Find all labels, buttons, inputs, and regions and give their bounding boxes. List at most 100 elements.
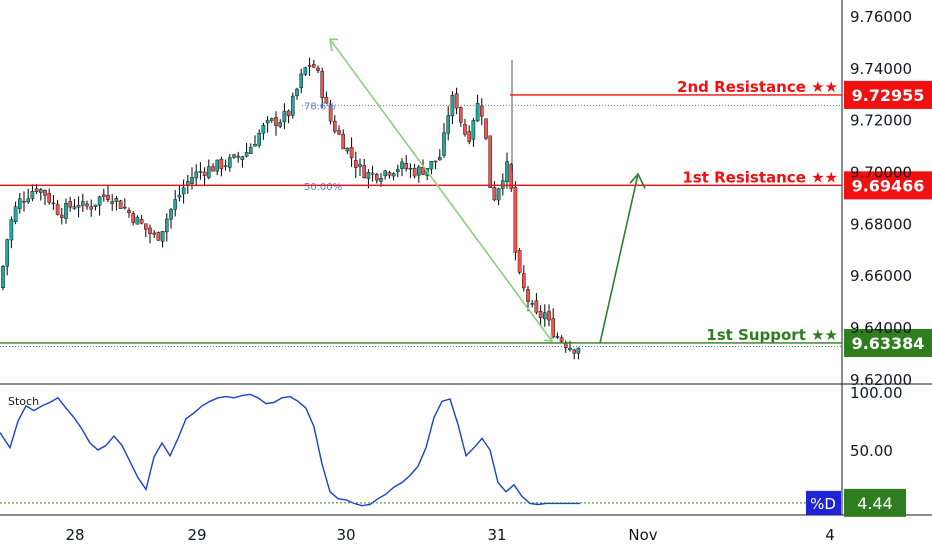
stoch-d-line	[0, 393, 580, 507]
candle-up	[18, 198, 22, 209]
time-tick-label: 28	[65, 526, 84, 544]
resistance-price-badge-text: 9.72955	[852, 86, 925, 105]
stoch-tick-label: 50.00	[850, 442, 893, 460]
candle-up	[345, 147, 350, 152]
candle-down	[76, 205, 81, 208]
candle-up	[265, 119, 270, 124]
candle-up	[391, 173, 396, 177]
price-tick-label: 9.74000	[850, 60, 912, 78]
candle-down	[51, 202, 56, 205]
support-price-badge-text: 9.63384	[852, 334, 925, 353]
candle-down	[421, 167, 425, 175]
candle-down	[522, 273, 526, 289]
uptrend-arrow-head	[629, 172, 646, 189]
candle-up	[5, 239, 9, 267]
candle-down	[341, 133, 346, 150]
candle-up	[198, 171, 203, 173]
candle-down	[488, 135, 493, 188]
candle-up	[97, 196, 102, 206]
price-tick-label: 9.70000	[850, 164, 912, 182]
candle-up	[257, 132, 262, 146]
candle-down	[127, 210, 131, 213]
candle-up	[299, 73, 304, 89]
candle-down	[286, 110, 291, 117]
support-price-badge	[844, 328, 932, 357]
candle-down	[320, 71, 325, 98]
projection-arrows	[329, 38, 646, 344]
candle-up	[408, 167, 413, 170]
stoch-series-name: %D	[810, 495, 836, 513]
candle-up	[177, 194, 182, 198]
price-tick-label: 9.76000	[850, 8, 912, 26]
candle-up	[13, 206, 18, 222]
candle-up	[370, 172, 375, 175]
time-tick-label: Nov	[628, 526, 657, 544]
time-tick-label: 30	[336, 526, 355, 544]
candle-up	[400, 161, 404, 169]
candle-down	[564, 342, 568, 348]
candle-up	[190, 177, 194, 184]
candle-up	[206, 166, 211, 178]
candle-up	[568, 347, 572, 351]
candle-up	[93, 204, 98, 207]
candle-up	[291, 95, 295, 116]
stoch-value-badge	[844, 488, 906, 517]
candle-up	[396, 169, 400, 172]
candle-down	[559, 337, 564, 342]
candle-up	[169, 209, 173, 220]
candle-down	[534, 300, 539, 313]
candle-down	[404, 162, 409, 169]
candle-up	[501, 180, 505, 189]
candle-down	[60, 214, 64, 218]
candle-down	[156, 232, 161, 241]
candle-up	[253, 144, 257, 147]
price-tick-label: 9.66000	[850, 267, 912, 285]
candle-up	[475, 103, 480, 122]
candle-down	[122, 206, 127, 209]
resistance-price-badge	[844, 171, 932, 200]
candle-down	[362, 165, 367, 179]
support-label: 1st Support ★★	[706, 326, 838, 344]
candle-down	[312, 64, 316, 68]
candle-up	[181, 187, 186, 195]
candle-up	[383, 170, 388, 177]
candle-up	[282, 111, 287, 123]
fib-label-50: 50.00%	[304, 182, 342, 193]
candle-down	[110, 201, 114, 204]
resistance-label: 1st Resistance ★★	[682, 168, 838, 186]
uptrend-arrow-line	[599, 173, 639, 344]
candle-down	[551, 318, 555, 338]
price-tick-label: 9.72000	[850, 112, 912, 130]
candle-up	[446, 115, 451, 134]
candle-up	[135, 216, 140, 225]
candle-up	[39, 189, 43, 193]
candle-down	[139, 218, 144, 224]
candlestick-series	[1, 57, 581, 360]
candle-down	[349, 147, 354, 159]
candle-up	[270, 118, 274, 121]
candle-down	[131, 213, 136, 223]
candle-down	[354, 160, 358, 168]
candle-up	[223, 165, 228, 167]
candle-down	[236, 155, 241, 158]
candle-up	[496, 188, 501, 201]
stoch-tick-label: 100.00	[850, 384, 903, 402]
candle-down	[307, 65, 312, 67]
stoch-value-text: 4.44	[857, 494, 893, 513]
candle-up	[438, 156, 442, 161]
candle-down	[118, 200, 123, 209]
candle-up	[26, 198, 31, 203]
candle-up	[227, 157, 232, 168]
downtrend-arrow-head	[543, 333, 553, 343]
candle-up	[530, 303, 534, 305]
candle-up	[164, 218, 169, 233]
candle-down	[55, 204, 60, 215]
candle-down	[517, 250, 522, 273]
price-tick-label: 9.64000	[850, 319, 912, 337]
price-axis-ticks: 9.76000 9.74000 9.72000 9.70000 9.68000 9.660…	[850, 8, 912, 389]
candle-down	[34, 188, 39, 192]
candle-up	[295, 88, 299, 96]
candle-up	[555, 336, 560, 338]
candle-down	[375, 173, 379, 181]
